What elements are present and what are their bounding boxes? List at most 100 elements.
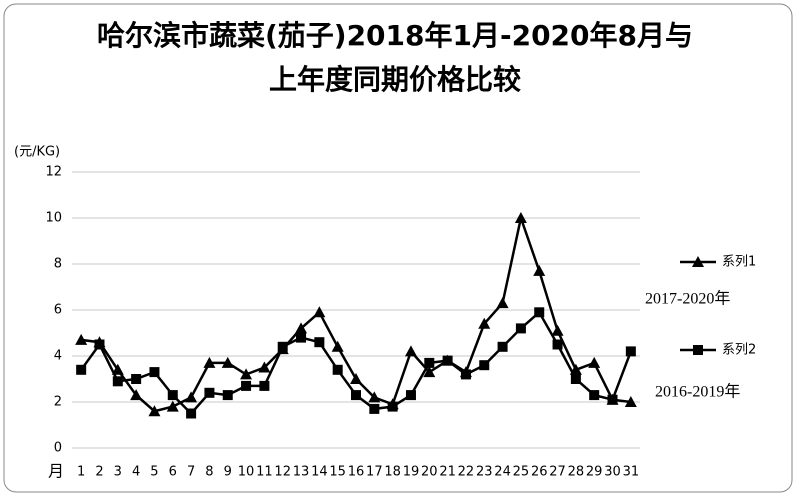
data-point xyxy=(496,297,509,309)
chart-title: 哈尔滨市蔬菜(茄子)2018年1月-2020年8月与上年度同期价格比较 xyxy=(96,19,694,96)
x-tick-label: 20 xyxy=(421,465,438,480)
x-tick-label: 4 xyxy=(132,465,140,480)
data-point xyxy=(112,376,123,387)
data-point xyxy=(296,332,307,343)
y-tick-label: 4 xyxy=(54,349,62,364)
data-point xyxy=(313,306,326,318)
data-point xyxy=(534,307,545,318)
x-tick-label: 16 xyxy=(348,465,365,480)
data-point xyxy=(277,341,288,352)
x-tick-label: 6 xyxy=(169,465,177,480)
data-point xyxy=(149,367,160,378)
x-tick-label: 1 xyxy=(77,465,85,480)
x-tick-label: 29 xyxy=(586,465,603,480)
data-point xyxy=(368,391,381,403)
data-point xyxy=(167,390,178,401)
data-point xyxy=(533,264,546,276)
x-tick-label: 9 xyxy=(224,465,232,480)
x-tick-label: 31 xyxy=(623,465,640,480)
legend-label: 系列1 xyxy=(722,255,756,270)
data-point xyxy=(552,339,563,350)
data-point xyxy=(331,340,344,352)
x-tick-label: 11 xyxy=(256,465,273,480)
data-point xyxy=(497,341,508,352)
x-axis-label: 月 xyxy=(48,462,64,481)
x-tick-label: 23 xyxy=(476,465,493,480)
x-tick-label: 13 xyxy=(293,465,310,480)
data-point xyxy=(240,368,253,380)
data-point xyxy=(295,322,308,334)
data-point xyxy=(185,391,198,403)
annotation: 2017-2020年 xyxy=(645,290,730,308)
data-point xyxy=(551,324,564,336)
chart-border xyxy=(3,3,793,493)
y-tick-label: 2 xyxy=(54,395,62,410)
y-tick-label: 6 xyxy=(54,303,62,318)
data-point xyxy=(76,364,87,375)
data-point xyxy=(624,396,637,407)
x-tick-label: 27 xyxy=(549,465,566,480)
data-point xyxy=(222,390,233,401)
data-point xyxy=(424,357,435,368)
x-tick-label: 14 xyxy=(311,465,328,480)
data-point xyxy=(332,364,343,375)
y-tick-label: 10 xyxy=(45,211,62,226)
data-point xyxy=(588,356,601,368)
annotation: 2016-2019年 xyxy=(655,383,740,401)
x-tick-label: 7 xyxy=(187,465,195,480)
data-point xyxy=(387,401,398,412)
data-point xyxy=(404,345,417,357)
x-tick-label: 17 xyxy=(366,465,383,480)
data-point xyxy=(351,390,361,401)
data-point xyxy=(148,405,161,417)
data-point xyxy=(75,333,88,345)
data-point xyxy=(460,369,471,380)
x-tick-label: 26 xyxy=(531,465,548,480)
y-tick-label: 12 xyxy=(45,165,62,180)
x-tick-label: 25 xyxy=(513,465,530,480)
data-point xyxy=(241,380,252,391)
x-tick-label: 21 xyxy=(439,465,456,480)
data-point xyxy=(131,374,142,384)
data-point xyxy=(166,400,179,412)
data-point xyxy=(203,356,216,368)
x-tick-label: 18 xyxy=(384,465,401,480)
data-point xyxy=(204,387,215,398)
x-tick-label: 30 xyxy=(604,465,621,480)
data-point xyxy=(314,337,325,348)
x-tick-label: 19 xyxy=(403,465,420,480)
data-point xyxy=(258,361,271,373)
data-point xyxy=(130,389,143,401)
y-axis-label: (元/KG) xyxy=(14,145,60,160)
data-point xyxy=(514,212,527,223)
data-point xyxy=(259,380,270,391)
data-point xyxy=(111,363,124,375)
data-point xyxy=(625,346,636,357)
data-point xyxy=(478,317,491,329)
data-point xyxy=(423,366,436,378)
legend-marker xyxy=(692,256,704,267)
data-point xyxy=(589,390,600,401)
x-tick-label: 5 xyxy=(150,465,158,480)
x-tick-label: 28 xyxy=(568,465,585,480)
data-point xyxy=(515,323,526,334)
x-tick-label: 15 xyxy=(329,465,346,480)
x-tick-label: 10 xyxy=(238,465,255,480)
data-point xyxy=(570,374,581,384)
data-point xyxy=(369,403,380,414)
data-point xyxy=(186,408,197,419)
legend-label: 系列2 xyxy=(722,343,756,358)
data-point xyxy=(607,394,618,405)
x-tick-label: 3 xyxy=(114,465,122,480)
legend-marker xyxy=(693,345,703,355)
x-tick-label: 8 xyxy=(205,465,213,480)
x-tick-label: 24 xyxy=(494,465,511,480)
data-point xyxy=(350,373,362,384)
data-point xyxy=(94,339,105,350)
data-point xyxy=(405,390,416,401)
x-tick-label: 2 xyxy=(95,465,103,480)
data-point xyxy=(479,360,490,371)
data-point xyxy=(221,356,234,368)
